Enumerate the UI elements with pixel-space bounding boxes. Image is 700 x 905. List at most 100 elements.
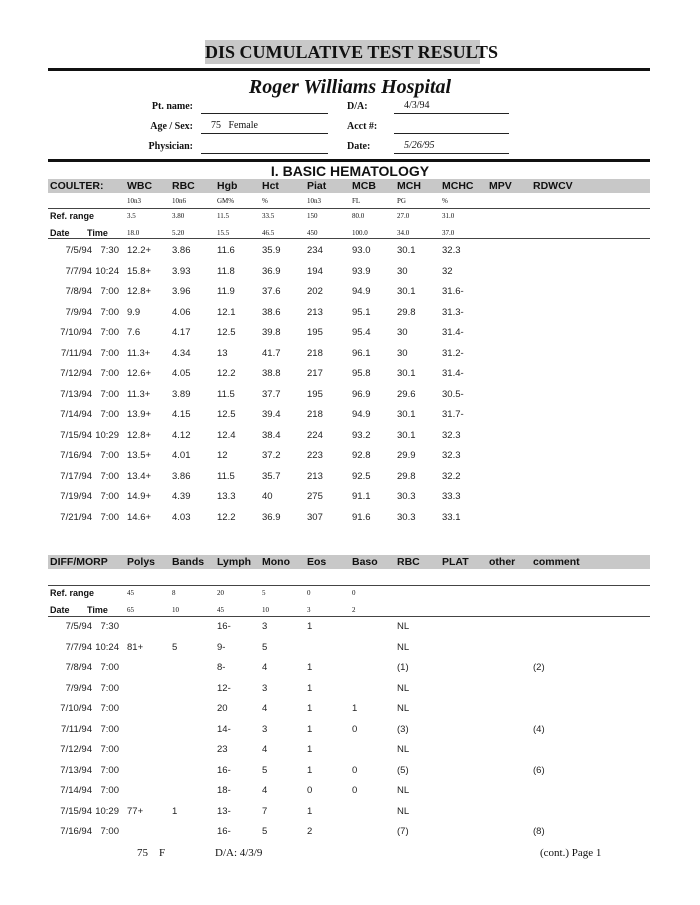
date-cell: 7/13/94 <box>60 388 92 400</box>
date-cell: 7/11/94 <box>61 723 92 735</box>
value-cell: 40 <box>262 491 273 502</box>
date-cell: 7/21/94 <box>60 511 92 523</box>
date-cell: 7/14/94 <box>60 785 92 796</box>
value-cell: 32 <box>442 265 453 277</box>
ref-high: 45 <box>217 606 224 614</box>
column-header: comment <box>533 556 580 568</box>
time-cell: 10:24 <box>95 265 119 277</box>
divider <box>48 159 650 162</box>
value-cell: (8) <box>533 826 545 837</box>
time-cell: 7:00 <box>100 826 120 837</box>
value-cell: NL <box>397 621 410 632</box>
ref-low: 31.0 <box>442 212 455 220</box>
value-cell: 13.5+ <box>127 450 152 461</box>
value-cell: 95.4 <box>352 327 371 338</box>
value-cell: 0 <box>307 785 313 796</box>
value-cell: 30 <box>397 327 408 338</box>
value-cell: 30.5- <box>442 388 464 400</box>
column-header: DIFF/MORP <box>50 556 108 568</box>
ref-high: 10 <box>172 606 179 614</box>
value-cell: 30.1 <box>397 368 416 379</box>
table-row: 7/8/94 7:00 12.8+ 3.96 11.9 37.6 202 94.9 30.1 31… <box>0 286 700 302</box>
value-cell: 4 <box>262 785 268 796</box>
ref-high: 3 <box>307 606 311 614</box>
ref-low: 8 <box>172 589 176 597</box>
ref-low: 45 <box>127 589 134 597</box>
value-cell: 2 <box>307 826 313 837</box>
time-cell: 7:00 <box>100 785 120 796</box>
value-cell: 77+ <box>127 805 144 817</box>
hematology-header-bar <box>48 179 650 193</box>
date-cell: 7/11/94 <box>61 347 92 359</box>
value-cell: 3.86 <box>172 245 191 256</box>
value-cell: 93.2 <box>352 429 371 441</box>
ref-high: 450 <box>307 229 318 237</box>
column-header: RBC <box>397 556 420 568</box>
value-cell: 3 <box>262 682 268 694</box>
time-cell: 7:00 <box>100 327 120 338</box>
value-cell: 11.3+ <box>127 347 151 359</box>
time-cell: 7:00 <box>100 744 120 755</box>
value-cell: 213 <box>307 306 323 318</box>
footer-age-sex: 75 F <box>137 847 166 859</box>
value-cell: 16- <box>217 826 231 837</box>
value-cell: 30 <box>397 265 408 277</box>
value-cell: 223 <box>307 450 323 461</box>
column-header: Lymph <box>217 556 252 568</box>
value-cell: 1 <box>307 703 313 714</box>
value-cell: 4.39 <box>172 491 191 502</box>
table-row: 7/5/94 7:30 16- 3 1 NL <box>0 621 700 637</box>
value-cell: 12.2 <box>217 368 236 379</box>
date-cell: 7/14/94 <box>60 409 92 420</box>
pt-name-field <box>201 100 328 114</box>
value-cell: 32.3 <box>442 450 461 461</box>
value-cell: 4.06 <box>172 306 191 318</box>
value-cell: 30.1 <box>397 409 416 420</box>
da-label: D/A: <box>347 101 368 112</box>
value-cell: 96.1 <box>352 347 371 359</box>
table-row: 7/15/94 10:29 12.8+ 4.12 12.4 38.4 224 93.2 30.1… <box>0 430 700 446</box>
ref-high: 18.0 <box>127 229 140 237</box>
value-cell: 1 <box>307 744 313 755</box>
value-cell: 4.34 <box>172 347 191 359</box>
table-row: 7/11/94 7:00 14- 3 1 0 (3) (4) <box>0 724 700 740</box>
value-cell: 4.01 <box>172 450 191 461</box>
value-cell: 12.5 <box>217 327 236 338</box>
date-cell: 7/5/94 <box>65 245 92 256</box>
date-cell: 7/15/94 <box>60 429 92 441</box>
column-header: MCHC <box>442 180 474 192</box>
unit-label: 10n3 <box>307 197 321 205</box>
time-label: Time <box>87 605 108 615</box>
value-cell: 5 <box>262 641 268 653</box>
date-cell: 7/9/94 <box>65 306 92 318</box>
value-cell: 1 <box>307 764 313 776</box>
value-cell: 12- <box>217 682 231 694</box>
value-cell: 38.4 <box>262 429 281 441</box>
value-cell: 94.9 <box>352 409 371 420</box>
value-cell: 0 <box>352 723 358 735</box>
ref-low: 3.5 <box>127 212 136 220</box>
value-cell: 12 <box>217 450 228 461</box>
value-cell: 8- <box>217 662 226 673</box>
table-row: 7/9/94 7:00 12- 3 1 NL <box>0 683 700 699</box>
footer-da: D/A: 4/3/9 <box>215 847 263 859</box>
value-cell: 0 <box>352 764 358 776</box>
value-cell: 31.2- <box>442 347 464 359</box>
value-cell: 9.9 <box>127 306 141 318</box>
column-header: MCB <box>352 180 376 192</box>
value-cell: 4 <box>262 703 268 714</box>
date-cell: 7/19/94 <box>60 491 92 502</box>
value-cell: 3 <box>262 723 268 735</box>
table-row: 7/15/94 10:29 77+ 1 13- 7 1 NL <box>0 806 700 822</box>
table-row: 7/12/94 7:00 23 4 1 NL <box>0 744 700 760</box>
time-cell: 7:00 <box>100 388 120 400</box>
value-cell: NL <box>397 744 410 755</box>
value-cell: 32.2 <box>442 470 461 482</box>
value-cell: 39.4 <box>262 409 281 420</box>
value-cell: 14- <box>217 723 231 735</box>
value-cell: 41.7 <box>262 347 281 359</box>
table-row: 7/16/94 7:00 13.5+ 4.01 12 37.2 223 92.8 29.9 32.… <box>0 450 700 466</box>
value-cell: 195 <box>307 388 323 400</box>
value-cell: 12.8+ <box>127 286 152 297</box>
